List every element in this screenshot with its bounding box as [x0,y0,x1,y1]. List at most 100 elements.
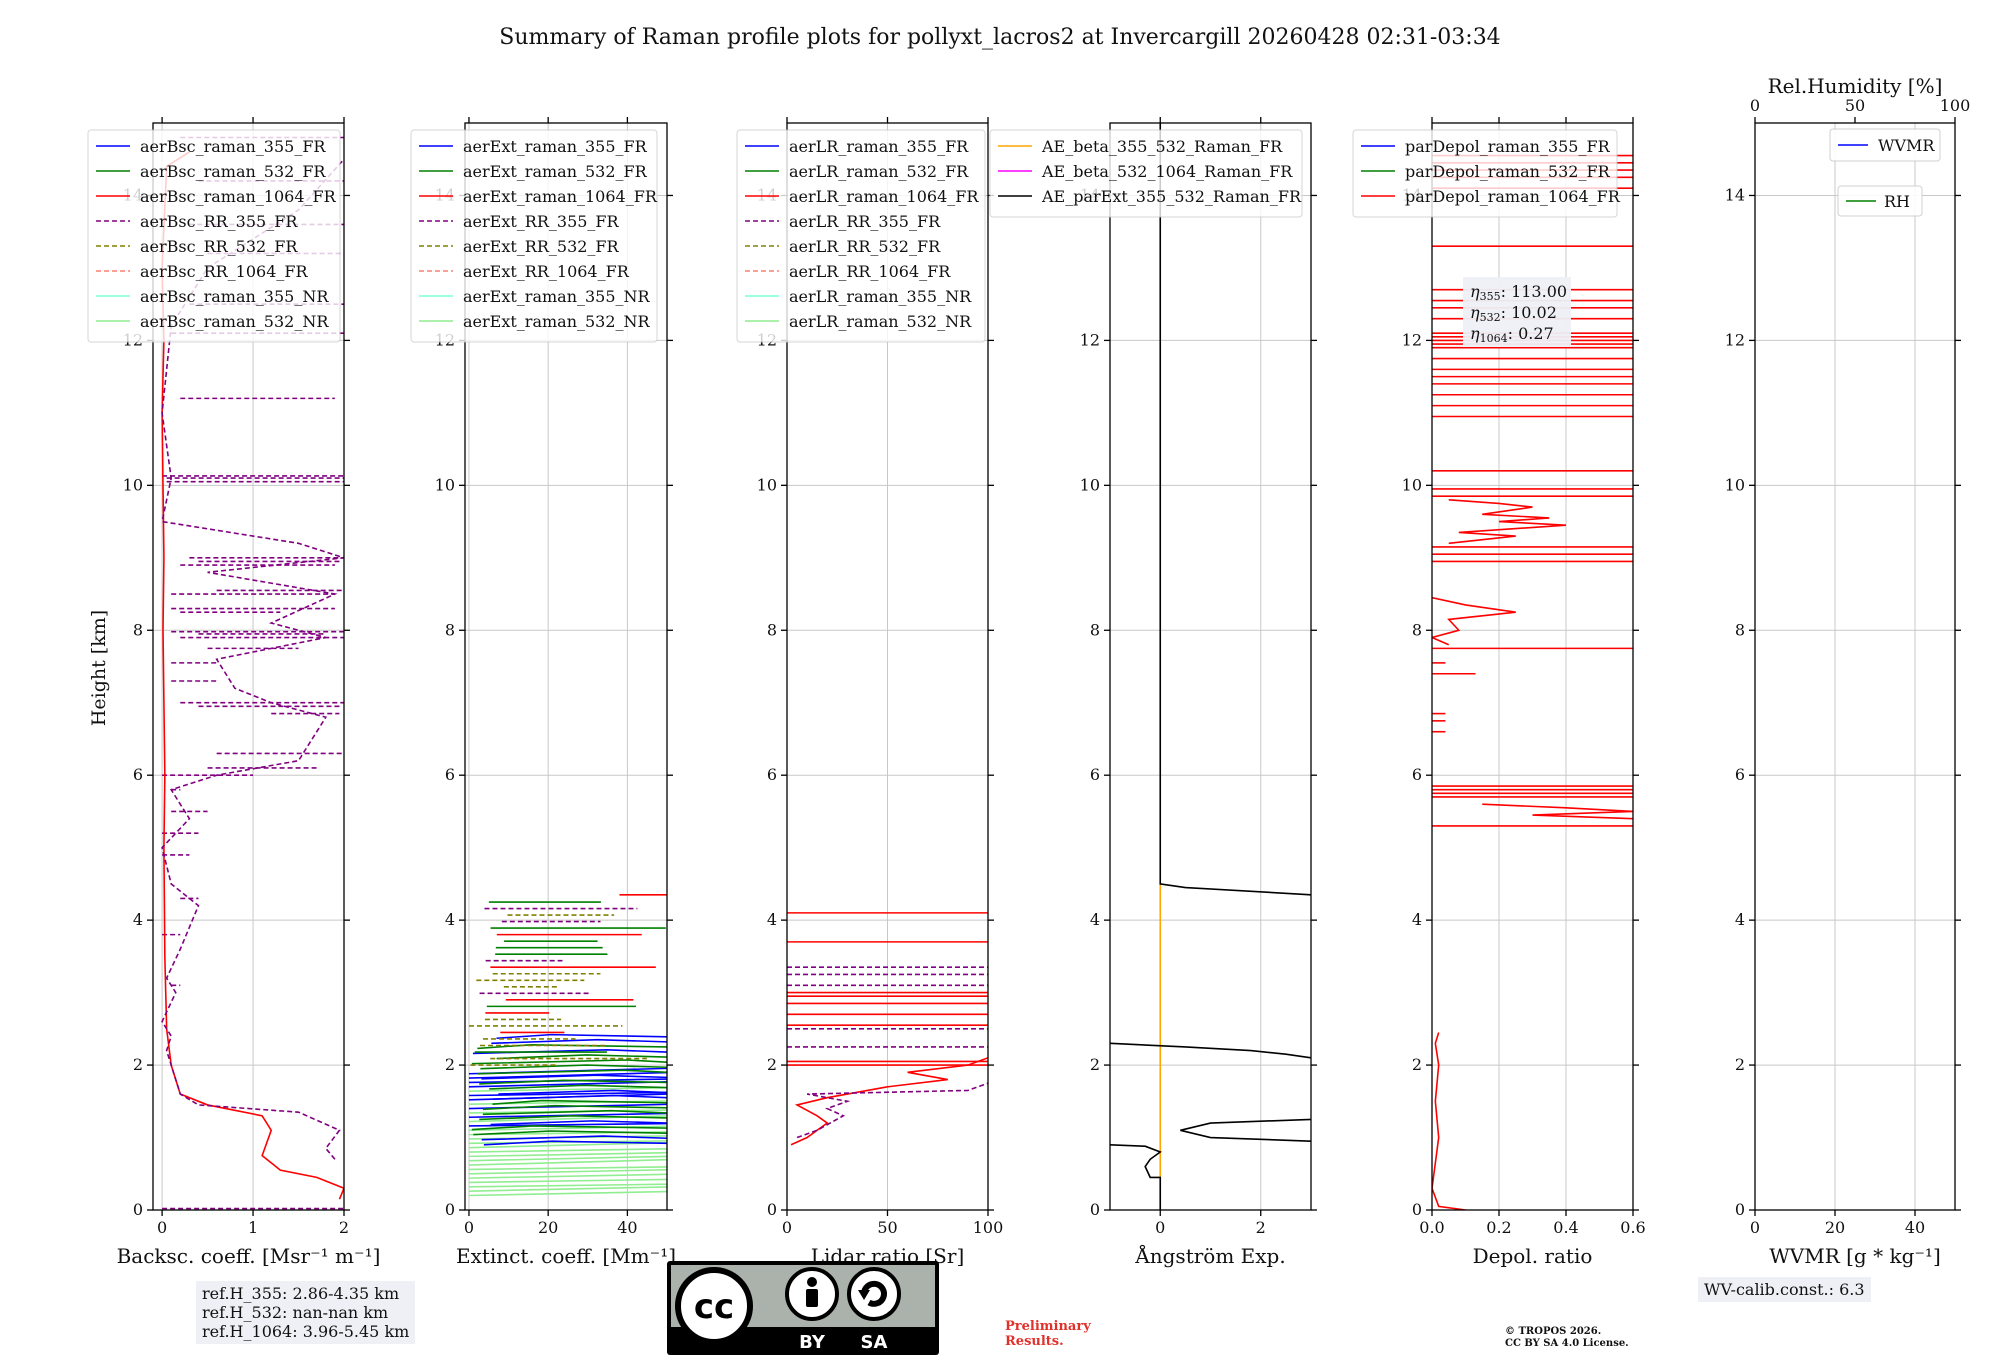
preliminary-line-2: Results. [1005,1334,1064,1349]
legend-box [1352,129,1618,218]
ext-stroke [468,1168,667,1175]
legend-label: aerLR_RR_355_FR [789,212,941,231]
legend-label: aerExt_RR_532_FR [463,237,620,256]
y-tick-label: 0 [445,1200,455,1219]
ext-stroke [490,1120,667,1126]
y-tick-label: 10 [123,475,143,494]
y-tick-label: 2 [1412,1055,1422,1074]
legend-label: aerLR_raman_1064_FR [789,187,979,206]
ext-stroke [473,1130,667,1136]
sa-share-alike-icon [847,1267,901,1321]
y-tick-label: 4 [767,910,777,929]
ext-stroke [468,1178,667,1184]
legend-label: aerLR_RR_1064_FR [789,262,951,281]
x-tick-label: 50 [877,1218,897,1237]
ext-stroke [468,1148,667,1153]
x-tick-label: 0.0 [1419,1218,1444,1237]
legend-label: aerLR_raman_532_NR [789,312,972,331]
ext-stroke [498,1089,667,1095]
ext-stroke [496,1033,667,1040]
y-tick-label: 10 [1402,475,1422,494]
legend-label: parDepol_raman_355_FR [1405,137,1611,156]
series-aerLR_raman_1064_FR [790,1057,988,1146]
series-aerLR_RR_355_FR [796,1082,988,1139]
y-tick-label: 8 [767,620,777,639]
legend-box [410,129,658,343]
top-tick-label: 100 [1940,96,1971,115]
depol-profile [1432,596,1516,646]
legend-label: aerLR_raman_355_NR [789,287,972,306]
legend: aerExt_raman_355_FR aerExt_raman_532_FRae… [410,129,658,343]
series-AE_parExt_355_532_Raman_FR [1110,1143,1162,1210]
x-tick-label: 2 [1256,1218,1266,1237]
legend-label: aerBsc_raman_355_FR [140,137,326,156]
depol-profile [1448,499,1567,545]
legend-label: aerExt_raman_355_FR [463,137,648,156]
ext-stroke [496,1054,667,1060]
y-tick-label: 0 [133,1200,143,1219]
legend-label: aerExt_RR_355_FR [463,212,620,231]
y-tick-label: 10 [1725,475,1745,494]
x-tick-label: 1 [248,1218,258,1237]
data-layer [787,912,988,1146]
depol-profile [1482,803,1633,820]
legend-label: parDepol_raman_532_FR [1405,162,1611,181]
x-axis-label: Extinct. coeff. [Mm⁻¹] [456,1244,676,1268]
eta-value: η1064: 0.27 [1470,324,1554,345]
x-tick-label: 100 [973,1218,1004,1237]
ext-stroke [482,1109,667,1116]
legend-label: WVMR [1878,136,1935,155]
y-tick-label: 10 [435,475,455,494]
y-tick-label: 6 [133,765,143,784]
legend-label: AE_parExt_355_532_Raman_FR [1041,187,1302,206]
y-tick-label: 0 [1090,1200,1100,1219]
top-tick-label: 0 [1750,96,1760,115]
ext-stroke [468,1086,667,1092]
legend-label: aerLR_raman_355_FR [789,137,969,156]
x-axis-label: WVMR [g * kg⁻¹] [1769,1244,1941,1268]
y-tick-label: 8 [1412,620,1422,639]
y-tick-label: 10 [1080,475,1100,494]
ext-stroke [468,1081,667,1088]
y-tick-label: 6 [1412,765,1422,784]
copyright-line-2: CC BY SA 4.0 License. [1505,1338,1629,1349]
y-axis-label: Height [km] [88,610,110,726]
series-parDepol_raman_1064_FR [1432,1032,1466,1210]
legend-label: aerExt_raman_532_FR [463,162,648,181]
ext-stroke [468,1158,667,1166]
ext-stroke [468,1173,667,1179]
y-tick-label: 12 [1725,330,1745,349]
legend-box [989,129,1303,218]
x-tick-label: 0 [157,1218,167,1237]
x-tick-label: 0.4 [1553,1218,1578,1237]
series-AE_parExt_355_532_Raman_FR [1159,123,1311,896]
ext-stroke [468,1122,667,1127]
legend-label: aerBsc_RR_355_FR [140,212,298,231]
y-tick-label: 8 [1090,620,1100,639]
ext-stroke [482,1104,667,1111]
copyright-notice: © TROPOS 2026. CC BY SA 4.0 License. [1505,1326,1629,1350]
ext-stroke [468,1186,667,1192]
ext-stroke [468,1183,667,1188]
y-tick-label: 0 [1412,1200,1422,1219]
legend-label: aerExt_raman_355_NR [463,287,651,306]
svg-text:cc: cc [694,1287,734,1327]
axes-frame [152,122,345,1211]
x-tick-label: 0.2 [1486,1218,1511,1237]
legend-label: AE_beta_355_532_Raman_FR [1041,137,1283,156]
series-AE_parExt_355_532_Raman_FR [1110,1042,1311,1059]
refh-532: ref.H_532: nan-nan km [202,1303,389,1322]
x-tick-label: 40 [1905,1218,1925,1237]
ext-stroke [477,1069,667,1075]
ext-stroke [479,1114,667,1121]
x-tick-label: 0 [464,1218,474,1237]
ext-stroke [479,1079,667,1085]
eta-value: η355: 113.00 [1470,282,1567,303]
refh-355: ref.H_355: 2.86-4.35 km [202,1284,400,1303]
ext-stroke [468,1166,667,1171]
x-tick-label: 20 [538,1218,558,1237]
ext-stroke [468,1091,667,1097]
